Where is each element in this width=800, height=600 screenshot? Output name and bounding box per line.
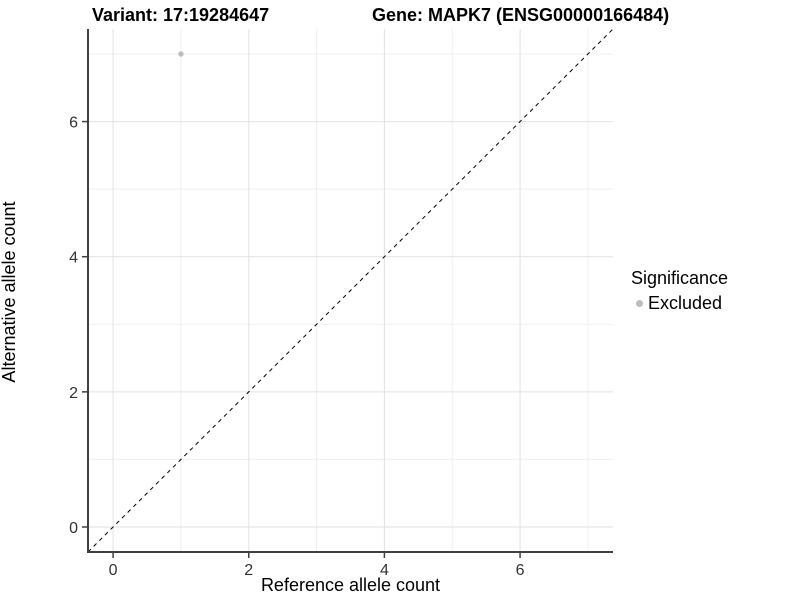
data-point xyxy=(178,51,184,57)
legend-item: Excluded xyxy=(631,293,728,314)
y-tick-label: 0 xyxy=(69,520,78,537)
y-axis-title: Alternative allele count xyxy=(0,201,19,383)
x-tick-label: 6 xyxy=(516,562,525,579)
gene-title: Gene: MAPK7 (ENSG00000166484) xyxy=(372,5,670,25)
y-tick-label: 6 xyxy=(69,115,78,132)
legend-title: Significance xyxy=(631,268,729,288)
y-tick-label: 2 xyxy=(69,385,78,402)
identity-line xyxy=(87,28,614,553)
legend: Significance Excluded xyxy=(631,268,728,314)
x-tick-label: 2 xyxy=(244,562,253,579)
x-tick-label: 4 xyxy=(380,562,389,579)
y-tick-label: 4 xyxy=(69,250,78,267)
x-tick-label: 0 xyxy=(109,562,118,579)
variant-title: Variant: 17:19284647 xyxy=(92,5,270,25)
x-axis-title: Reference allele count xyxy=(260,575,441,595)
legend-point-icon xyxy=(636,300,643,307)
legend-item-label: Excluded xyxy=(648,293,723,313)
